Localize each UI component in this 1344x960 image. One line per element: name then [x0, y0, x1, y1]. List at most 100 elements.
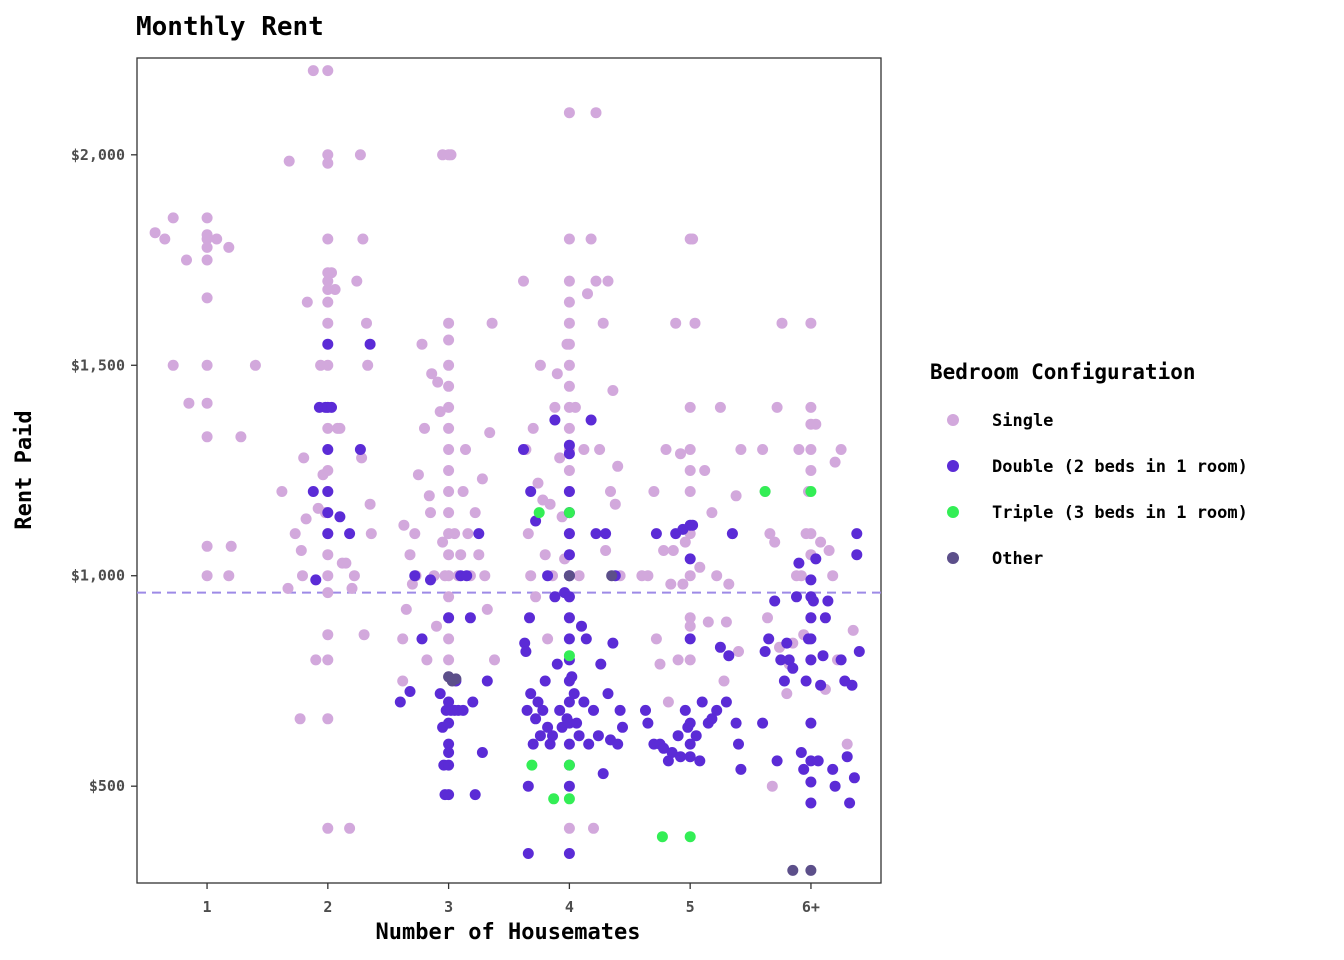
- data-point: [522, 780, 534, 792]
- data-point: [602, 275, 614, 287]
- data-point: [537, 704, 549, 716]
- data-point: [711, 570, 723, 582]
- data-point: [733, 738, 744, 750]
- data-point: [563, 591, 575, 603]
- data-point: [718, 675, 730, 687]
- data-point: [823, 545, 835, 556]
- data-point: [322, 275, 334, 287]
- data-point: [694, 561, 706, 573]
- data-point: [733, 646, 744, 657]
- plot-panel: [136, 57, 882, 884]
- data-point: [597, 768, 609, 780]
- data-point: [735, 763, 747, 775]
- data-point: [310, 654, 322, 666]
- data-point: [787, 662, 799, 674]
- data-point: [201, 540, 213, 552]
- data-point: [301, 296, 313, 308]
- data-point: [201, 233, 213, 245]
- data-point: [300, 513, 312, 525]
- data-point: [434, 688, 446, 700]
- data-point: [805, 574, 817, 586]
- data-point: [542, 633, 554, 645]
- data-point: [805, 776, 817, 788]
- data-point: [805, 465, 817, 476]
- data-point: [677, 578, 689, 590]
- data-point: [684, 401, 696, 413]
- data-point: [334, 511, 346, 523]
- data-point: [684, 570, 696, 582]
- data-point: [684, 738, 696, 750]
- data-point: [518, 275, 529, 287]
- data-point: [573, 730, 585, 742]
- data-point: [817, 650, 829, 662]
- data-point: [597, 317, 609, 329]
- legend-title: Bedroom Configuration: [930, 360, 1196, 384]
- data-point: [590, 275, 602, 287]
- data-point: [694, 755, 706, 767]
- data-point: [606, 570, 618, 582]
- data-point: [322, 822, 334, 834]
- data-point: [571, 717, 583, 729]
- x-tick-label: 2: [323, 898, 332, 916]
- data-point: [563, 570, 575, 582]
- data-point: [522, 848, 534, 859]
- data-point: [530, 591, 542, 603]
- data-point: [844, 797, 856, 809]
- data-point: [612, 738, 624, 750]
- data-point: [457, 486, 469, 497]
- data-point: [582, 288, 593, 300]
- data-point: [201, 212, 213, 224]
- data-point: [602, 688, 614, 700]
- data-point: [443, 507, 455, 519]
- data-point: [307, 486, 319, 497]
- data-point: [364, 338, 376, 350]
- data-point: [282, 582, 294, 594]
- data-point: [354, 444, 366, 455]
- data-point: [594, 444, 606, 455]
- data-point: [431, 620, 442, 632]
- data-point: [443, 486, 455, 497]
- data-point: [617, 721, 628, 733]
- data-point: [423, 490, 435, 502]
- data-point: [421, 654, 433, 666]
- data-point: [322, 65, 334, 77]
- data-point: [362, 359, 374, 371]
- data-point: [235, 431, 247, 443]
- data-point: [409, 570, 421, 582]
- x-tick-label: 5: [686, 898, 695, 916]
- data-point: [714, 401, 726, 413]
- data-point: [662, 696, 674, 708]
- data-point: [443, 444, 455, 455]
- data-point: [778, 675, 790, 687]
- data-point: [563, 793, 575, 805]
- data-point: [590, 528, 602, 540]
- y-tick-label: $2,000: [71, 146, 125, 164]
- data-point: [563, 696, 575, 708]
- data-point: [295, 545, 307, 556]
- data-point: [518, 444, 529, 455]
- data-point: [585, 414, 597, 426]
- data-point: [805, 444, 817, 455]
- data-point: [223, 241, 235, 253]
- data-point: [201, 254, 213, 266]
- data-point: [769, 536, 781, 548]
- data-point: [445, 149, 457, 161]
- data-point: [397, 675, 409, 687]
- data-point: [805, 612, 817, 624]
- data-point: [449, 528, 461, 540]
- data-point: [563, 380, 575, 392]
- data-point: [711, 704, 723, 716]
- data-point: [689, 317, 701, 329]
- data-point: [457, 704, 469, 716]
- data-point: [525, 570, 537, 582]
- data-point: [443, 317, 455, 329]
- data-point: [592, 730, 604, 742]
- data-point: [769, 595, 781, 607]
- y-axis: $500 $1,000 $1,500 $2,000: [71, 146, 137, 795]
- data-point: [322, 528, 334, 540]
- data-point: [690, 730, 702, 742]
- data-point: [757, 717, 769, 729]
- data-point: [409, 528, 421, 540]
- data-point: [563, 359, 575, 371]
- data-point: [322, 233, 334, 245]
